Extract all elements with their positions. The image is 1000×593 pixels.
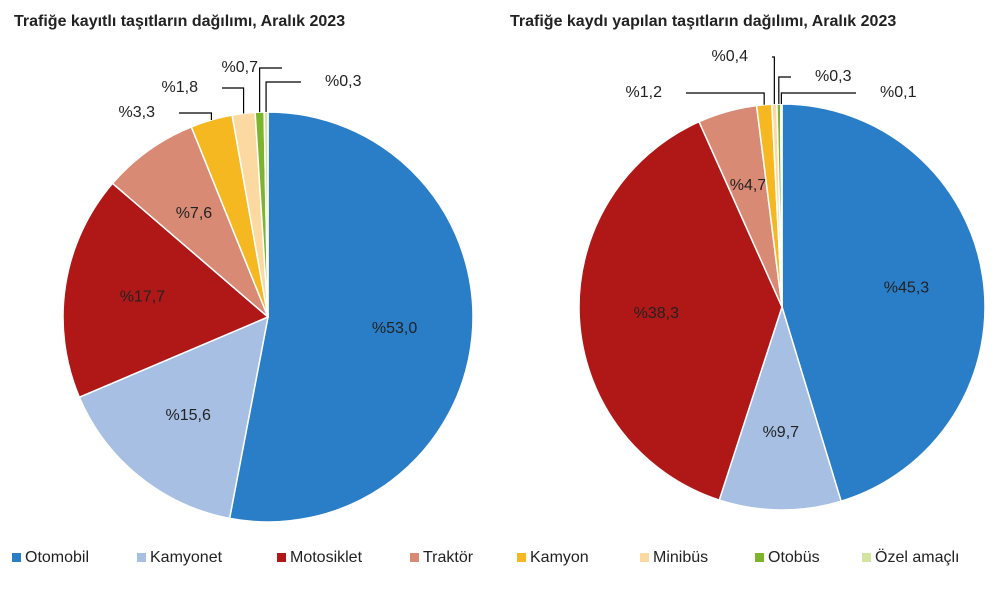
pie-slice bbox=[62, 182, 270, 399]
leader-line bbox=[780, 92, 856, 105]
data-label: %0,1 bbox=[880, 84, 917, 101]
pie-slice bbox=[228, 111, 474, 523]
legend-label: Kamyon bbox=[530, 549, 589, 566]
data-label: %17,7 bbox=[120, 289, 165, 306]
pie-slice bbox=[111, 125, 269, 318]
legend-swatch bbox=[410, 553, 419, 562]
data-label: %0,7 bbox=[222, 59, 259, 76]
leader-line bbox=[259, 67, 282, 113]
data-label: %0,3 bbox=[815, 68, 852, 85]
leader-line bbox=[179, 112, 213, 120]
data-label: %3,3 bbox=[119, 104, 156, 121]
legend-label: Minibüs bbox=[653, 549, 708, 566]
data-label: %1,2 bbox=[626, 84, 663, 101]
data-label: %15,6 bbox=[166, 407, 211, 424]
data-label: %1,8 bbox=[162, 79, 199, 96]
chart-title: Trafiğe kayıtlı taşıtların dağılımı, Ara… bbox=[14, 13, 345, 30]
data-label: %0,3 bbox=[325, 73, 362, 90]
data-label: %9,7 bbox=[763, 424, 800, 441]
legend-label: Özel amaçlı bbox=[875, 548, 959, 566]
leader-line bbox=[265, 81, 301, 113]
legend-swatch bbox=[640, 553, 649, 562]
legend-swatch bbox=[277, 553, 286, 562]
legend-label: Kamyonet bbox=[150, 549, 223, 566]
legend-label: Motosiklet bbox=[290, 549, 363, 566]
leader-line bbox=[778, 76, 791, 105]
leader-line bbox=[686, 92, 765, 105]
chart-title: Trafiğe kaydı yapılan taşıtların dağılım… bbox=[510, 13, 896, 30]
data-label: %53,0 bbox=[372, 320, 417, 337]
pie-slice bbox=[718, 304, 843, 511]
legend-label: Otobüs bbox=[768, 549, 820, 566]
legend-label: Traktör bbox=[423, 549, 474, 566]
data-label: %0,4 bbox=[712, 48, 749, 65]
legend-swatch bbox=[755, 553, 764, 562]
data-label: %4,7 bbox=[730, 177, 767, 194]
leader-line bbox=[772, 56, 775, 105]
legend-swatch bbox=[137, 553, 146, 562]
legend-swatch bbox=[517, 553, 526, 562]
data-label: %7,6 bbox=[176, 205, 213, 222]
data-label: %38,3 bbox=[634, 305, 679, 322]
pie-slice bbox=[781, 103, 986, 503]
leader-line bbox=[222, 87, 245, 114]
legend-swatch bbox=[12, 553, 21, 562]
pie-slice bbox=[78, 315, 270, 520]
pie-slice bbox=[578, 120, 783, 502]
legend-swatch bbox=[862, 553, 871, 562]
data-label: %45,3 bbox=[884, 280, 929, 297]
legend-label: Otomobil bbox=[25, 549, 89, 566]
